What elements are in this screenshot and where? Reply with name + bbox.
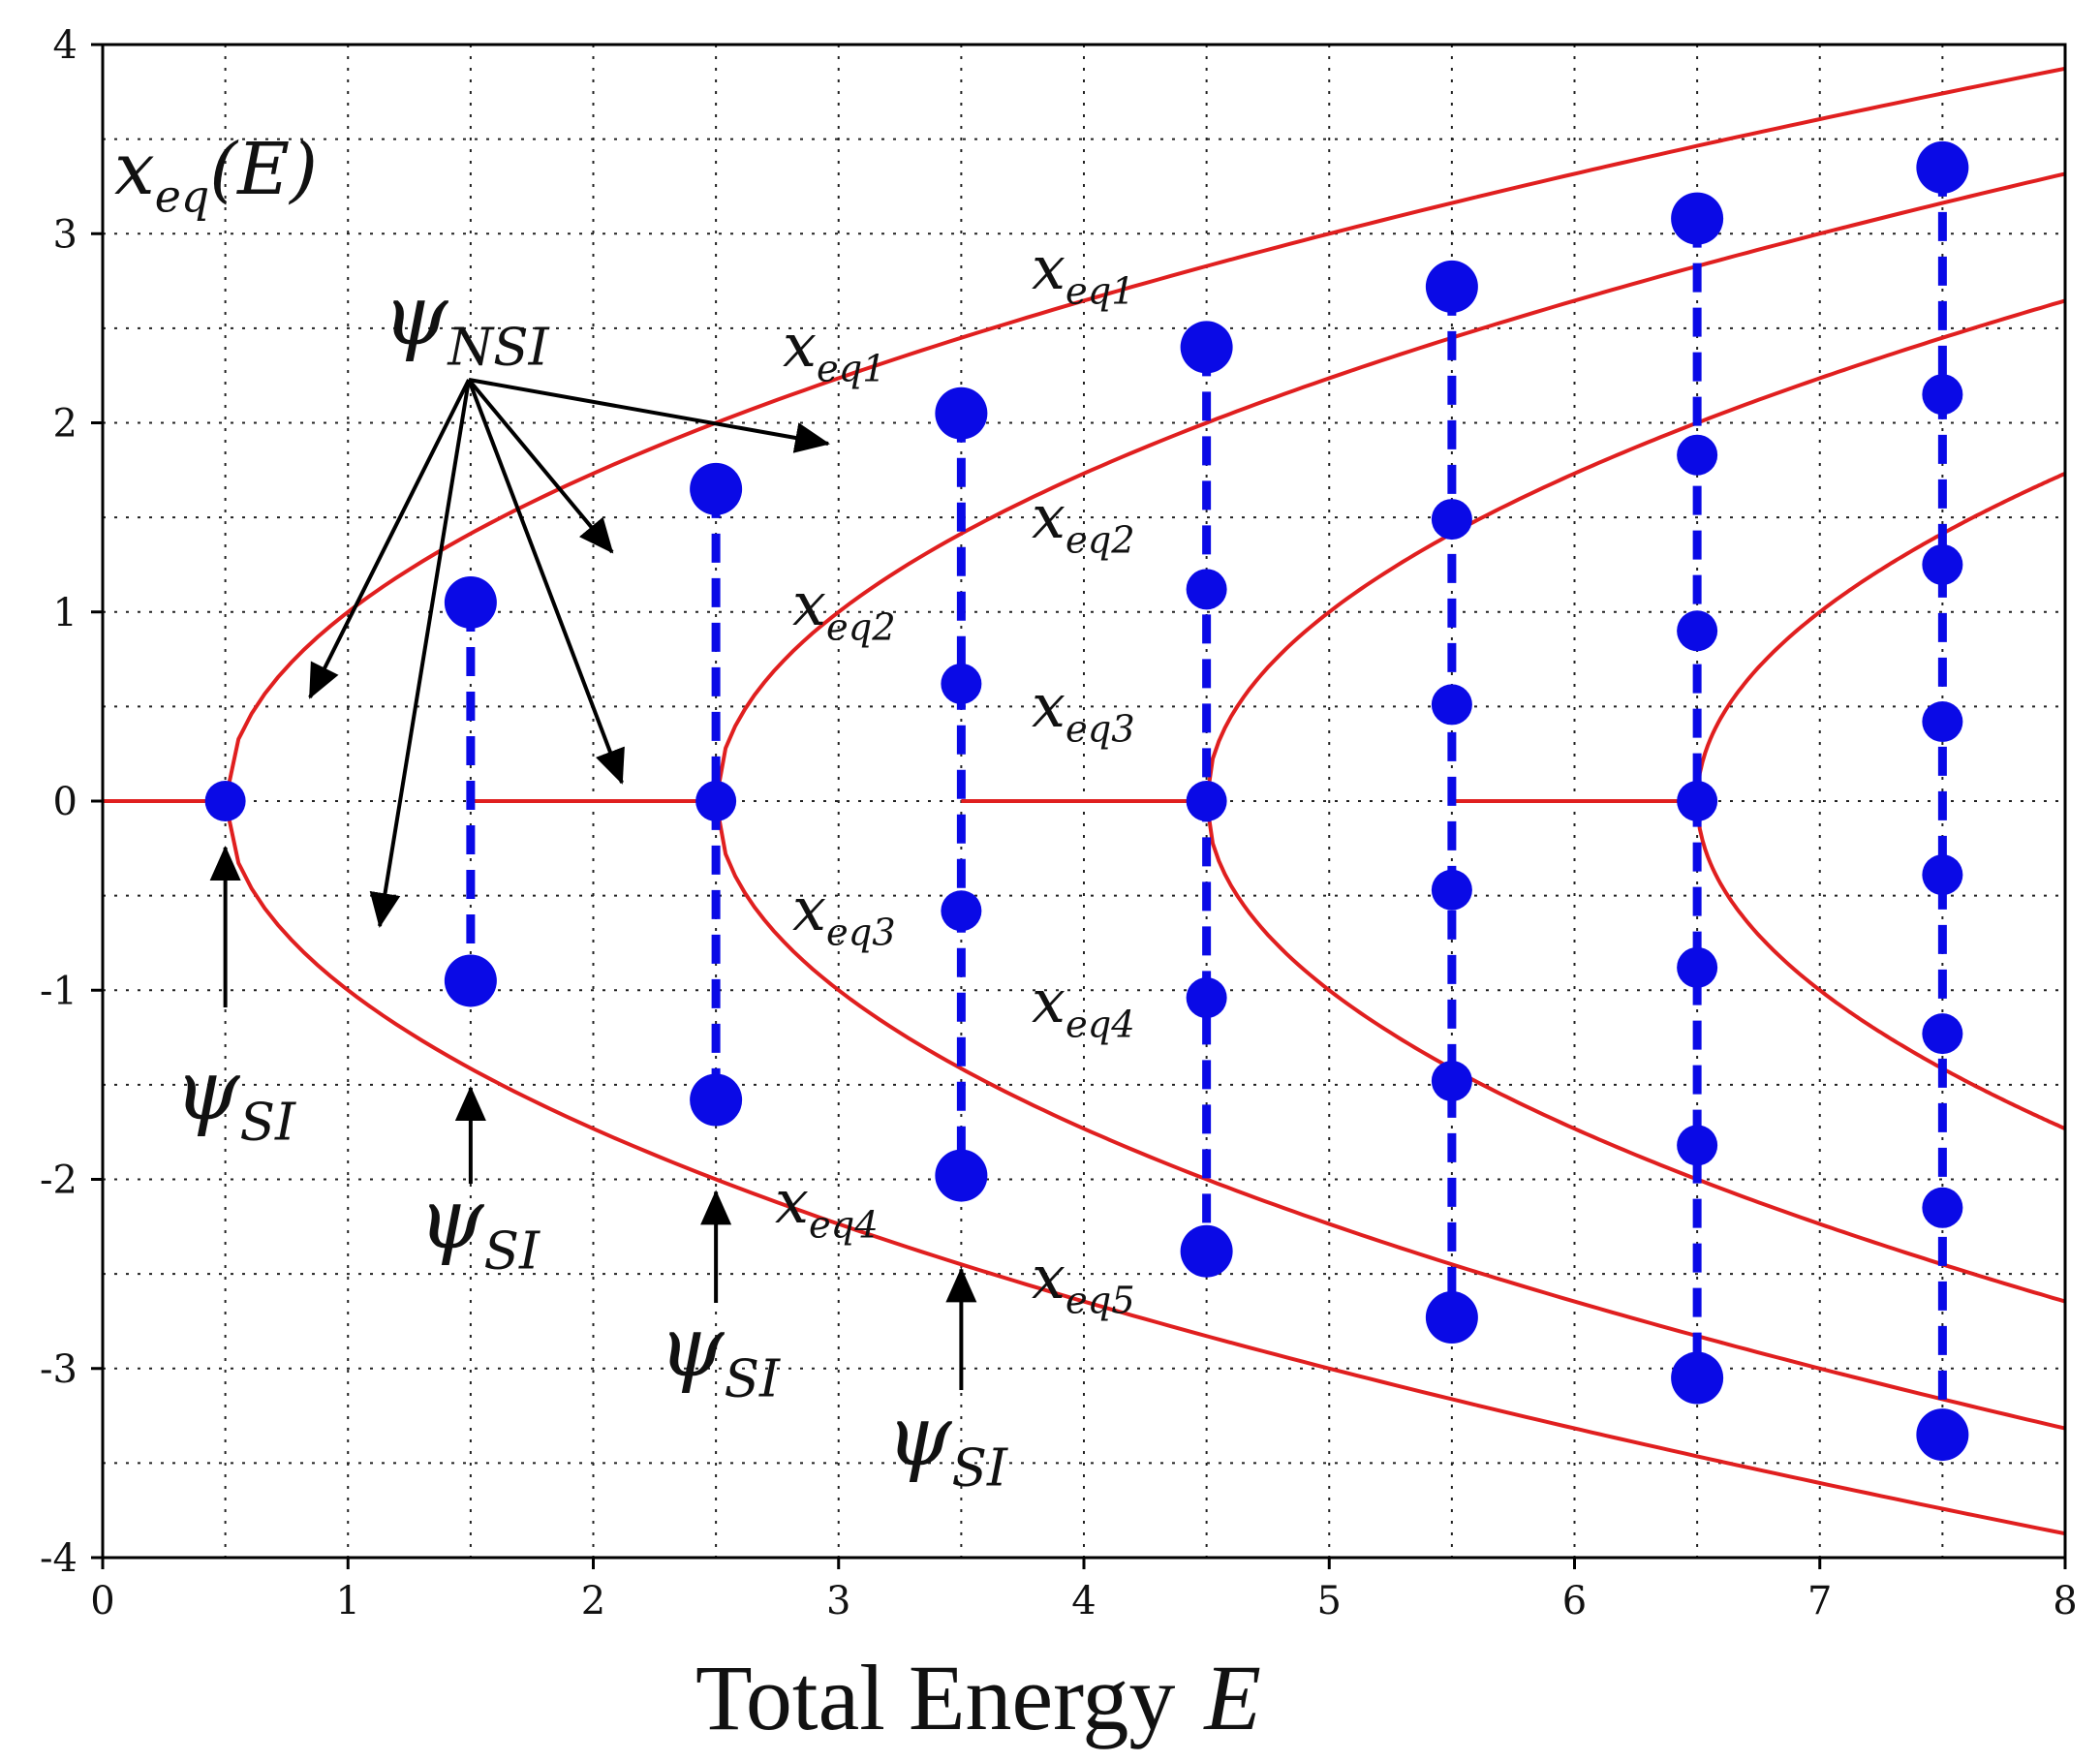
equilibrium-marker	[1186, 569, 1227, 610]
curve-lower-branch	[714, 800, 2066, 1431]
y-tick-label: -4	[40, 1536, 77, 1581]
equilibrium-marker	[1180, 1224, 1233, 1278]
equilibrium-marker	[444, 954, 497, 1007]
psi-si-label: ψSI	[886, 1388, 1008, 1499]
equilibrium-marker	[1677, 946, 1718, 988]
equilibrium-marker	[1677, 1125, 1718, 1166]
equilibrium-marker	[1186, 781, 1227, 821]
psi-nsi-arrow	[468, 378, 830, 453]
equilibrium-marker	[935, 1149, 988, 1202]
curve-lower-branch	[223, 800, 2066, 1536]
branch-label: xeq5	[1032, 1242, 1135, 1323]
psi-nsi-arrow	[467, 378, 614, 554]
psi-nsi-arrow	[467, 379, 625, 785]
equilibrium-marker	[1922, 854, 1963, 896]
equilibrium-marker	[1922, 543, 1963, 585]
branch-label: xeq3	[1032, 670, 1135, 752]
equilibrium-marker	[1916, 1408, 1969, 1462]
x-tick-label: 4	[1071, 1579, 1096, 1623]
equilibrium-marker	[1922, 1013, 1963, 1055]
psi-si-label: ψSI	[174, 1042, 296, 1153]
equilibrium-marker	[1180, 321, 1233, 374]
branch-label: xeq4	[1032, 966, 1135, 1047]
equilibrium-marker	[1922, 374, 1963, 416]
x-axis-label: Total Energy E	[695, 1646, 1261, 1749]
x-tick-label: 5	[1317, 1579, 1342, 1623]
equilibrium-marker	[690, 1073, 743, 1127]
curve-lower-branch	[1204, 800, 2066, 1304]
curve-lower-branch	[1695, 800, 2066, 1131]
psi-si-label: ψSI	[418, 1171, 540, 1282]
equilibrium-marker	[1916, 140, 1969, 194]
equilibrium-marker	[1671, 1351, 1724, 1405]
y-tick-label: 1	[53, 591, 77, 635]
branch-label: xeq1	[1032, 232, 1135, 314]
branch-label: xeq3	[792, 874, 896, 955]
branch-label: xeq2	[1032, 481, 1135, 563]
equilibrium-marker	[1671, 192, 1724, 245]
y-tick-label: -3	[40, 1347, 77, 1392]
equilibrium-marker	[1677, 434, 1718, 476]
psi-nsi-label: ψNSI	[383, 267, 550, 378]
equilibrium-marker	[444, 575, 497, 629]
y-tick-label: 0	[53, 780, 77, 824]
x-tick-label: 3	[826, 1579, 850, 1623]
x-tick-label: 0	[90, 1579, 114, 1623]
equilibrium-marker	[1431, 499, 1472, 541]
branch-label: xeq2	[792, 569, 896, 650]
curve-upper-branch	[1695, 471, 2066, 802]
equilibrium-marker	[1431, 869, 1472, 911]
branch-label: xeq1	[783, 310, 886, 391]
y-axis-corner-label: xeq(E)	[114, 128, 318, 223]
branch-label: xeq4	[775, 1166, 879, 1248]
equilibrium-marker	[1431, 1060, 1472, 1101]
curve-upper-branch	[714, 171, 2066, 802]
equilibrium-marker	[1677, 610, 1718, 652]
equilibrium-marker	[204, 781, 246, 821]
equilibrium-marker	[935, 386, 988, 440]
equilibrium-marker	[1922, 700, 1963, 742]
equilibrium-marker	[695, 781, 737, 821]
y-tick-label: -2	[40, 1159, 77, 1203]
equilibrium-marker	[690, 462, 743, 515]
y-tick-label: -1	[40, 969, 77, 1013]
psi-si-label: ψSI	[659, 1299, 781, 1409]
x-tick-label: 2	[581, 1579, 605, 1623]
x-tick-label: 8	[2053, 1579, 2077, 1623]
equilibrium-marker	[1186, 977, 1227, 1019]
equilibrium-marker	[1425, 1291, 1478, 1345]
y-tick-label: 2	[53, 402, 77, 447]
equilibrium-marker	[1677, 781, 1718, 821]
y-tick-label: 4	[53, 23, 77, 68]
x-tick-label: 7	[1807, 1579, 1832, 1623]
x-tick-label: 6	[1562, 1579, 1587, 1623]
equilibrium-marker	[1425, 260, 1478, 313]
curve-upper-branch	[1204, 298, 2066, 802]
equilibrium-marker	[1431, 684, 1472, 726]
curve-upper-branch	[223, 66, 2066, 802]
equilibrium-marker	[941, 890, 982, 932]
equilibrium-marker	[941, 663, 982, 704]
equilibrium-marker	[1922, 1187, 1963, 1228]
psi-nsi-arrow	[308, 379, 471, 699]
y-tick-label: 3	[53, 212, 77, 257]
x-tick-label: 1	[336, 1579, 360, 1623]
psi-nsi-arrow	[369, 379, 471, 928]
